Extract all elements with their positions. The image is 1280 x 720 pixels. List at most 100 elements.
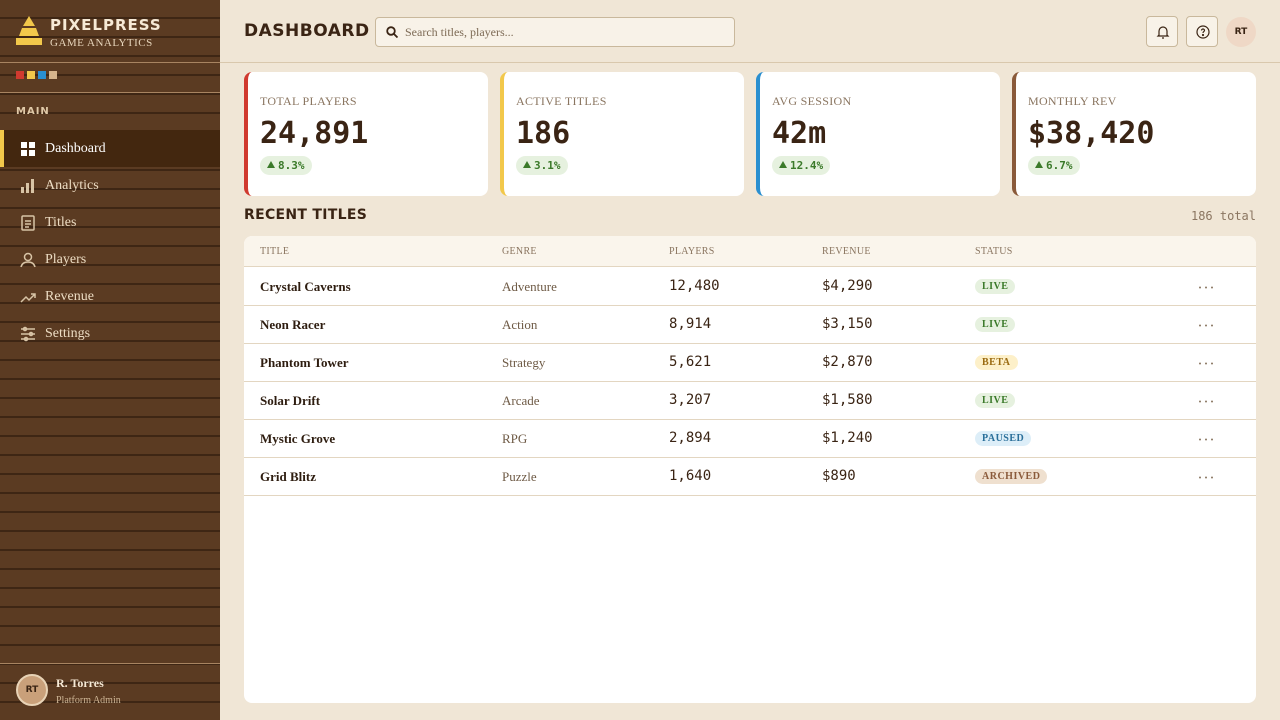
nav-label: Dashboard — [45, 140, 106, 156]
brand-name: PIXELPRESS — [50, 16, 162, 34]
page-title: DASHBOARD — [244, 21, 370, 41]
titles-table: TITLE GENRE PLAYERS REVENUE STATUS Crystal C… — [244, 236, 1256, 703]
stat-change: 3.1% — [516, 156, 568, 175]
section-count: 186 total — [1190, 209, 1256, 223]
nav-item[interactable]: Analytics — [0, 167, 220, 204]
nav-label: Players — [45, 251, 87, 267]
stat-value: $38,420 — [1028, 116, 1155, 151]
status-badge: BETA — [975, 355, 1018, 370]
stat-card: ACTIVE TITLES 186 3.1% — [500, 72, 744, 196]
user-avatar: RT — [16, 674, 48, 706]
genre-cell: RPG — [502, 431, 528, 446]
title-cell: Mystic Grove — [260, 431, 336, 446]
user-role: Platform Admin — [56, 695, 121, 706]
title-cell: Solar Drift — [260, 393, 321, 408]
brand: PIXELPRESS GAME ANALYTICS — [16, 14, 161, 51]
stat-value: 42m — [772, 116, 827, 151]
stat-change: 8.3% — [260, 156, 312, 175]
players-cell: 12,480 — [669, 278, 720, 294]
players-cell: 8,914 — [669, 316, 712, 332]
logo — [16, 16, 42, 45]
stat-change: 6.7% — [1028, 156, 1080, 175]
stat-card: TOTAL PLAYERS 24,891 8.3% — [244, 72, 488, 196]
players-cell: 1,640 — [669, 468, 712, 484]
players-cell: 3,207 — [669, 392, 712, 408]
nav-item[interactable]: Titles — [0, 204, 220, 241]
revenue-cell: $1,240 — [822, 430, 873, 446]
stat-change: 12.4% — [772, 156, 831, 175]
table-row[interactable]: Phantom Tower Strategy 5,621 $2,870 BETA — [244, 344, 1256, 382]
stat-label: MONTHLY REV — [1028, 94, 1117, 108]
divider — [0, 92, 220, 93]
revenue-cell: $4,290 — [822, 278, 873, 294]
nav-section: MAIN — [16, 106, 50, 117]
genre-cell: Adventure — [502, 279, 557, 294]
row-menu[interactable] — [1198, 362, 1214, 365]
help-button[interactable] — [1186, 16, 1218, 47]
search-input[interactable]: Search titles, players... — [375, 17, 735, 47]
table-row[interactable]: Grid Blitz Puzzle 1,640 $890 ARCHIVED — [244, 458, 1256, 496]
title-cell: Grid Blitz — [260, 469, 316, 484]
avatar-button[interactable]: RT — [1226, 17, 1256, 47]
genre-cell: Action — [502, 317, 538, 332]
swatch — [38, 71, 46, 79]
divider — [0, 62, 220, 63]
row-menu[interactable] — [1198, 324, 1214, 327]
status-badge: LIVE — [975, 317, 1016, 332]
table-row[interactable]: Crystal Caverns Adventure 12,480 $4,290 LIVE — [244, 268, 1256, 306]
notifications-button[interactable] — [1146, 16, 1178, 47]
row-menu[interactable] — [1198, 400, 1214, 403]
stat-value: 186 — [516, 116, 571, 151]
stat-label: TOTAL PLAYERS — [260, 94, 357, 108]
revenue-cell: $890 — [822, 468, 856, 484]
column-header: PLAYERS — [669, 246, 715, 257]
genre-cell: Puzzle — [502, 469, 537, 484]
nav-item[interactable]: Players — [0, 241, 220, 278]
topbar: DASHBOARD Search titles, players... RT — [220, 0, 1280, 63]
nav-item[interactable]: Revenue — [0, 278, 220, 315]
revenue-cell: $2,870 — [822, 354, 873, 370]
revenue-cell: $3,150 — [822, 316, 873, 332]
nav-label: Revenue — [45, 288, 94, 304]
column-header: GENRE — [502, 246, 537, 257]
section-title: RECENT TITLES — [244, 207, 368, 223]
status-badge: PAUSED — [975, 431, 1032, 446]
brand-tagline: GAME ANALYTICS — [50, 37, 153, 49]
search-placeholder: Search titles, players... — [405, 25, 514, 39]
stat-value: 24,891 — [260, 116, 369, 151]
table-row[interactable]: Neon Racer Action 8,914 $3,150 LIVE — [244, 306, 1256, 344]
table-row[interactable]: Mystic Grove RPG 2,894 $1,240 PAUSED — [244, 420, 1256, 458]
stat-label: ACTIVE TITLES — [516, 94, 607, 108]
nav-item[interactable]: Dashboard — [0, 130, 220, 167]
table-row[interactable]: Solar Drift Arcade 3,207 $1,580 LIVE — [244, 382, 1256, 420]
title-cell: Phantom Tower — [260, 355, 349, 370]
row-menu[interactable] — [1198, 286, 1214, 289]
user: RT R. Torres Platform Admin — [16, 674, 121, 706]
swatch — [27, 71, 35, 79]
column-header: REVENUE — [822, 246, 871, 257]
status-badge: LIVE — [975, 279, 1016, 294]
genre-cell: Strategy — [502, 355, 546, 370]
status-badge: ARCHIVED — [975, 469, 1048, 484]
stat-label: AVG SESSION — [772, 94, 852, 108]
row-menu[interactable] — [1198, 476, 1214, 479]
nav-item[interactable]: Settings — [0, 315, 220, 352]
players-cell: 5,621 — [669, 354, 712, 370]
column-header: TITLE — [260, 246, 290, 257]
swatch — [16, 71, 24, 79]
table-header: TITLE GENRE PLAYERS REVENUE STATUS — [244, 236, 1256, 267]
stat-card: MONTHLY REV $38,420 6.7% — [1012, 72, 1256, 196]
nav-label: Settings — [45, 325, 91, 341]
divider — [0, 663, 220, 664]
nav-label: Analytics — [45, 177, 99, 193]
title-cell: Neon Racer — [260, 317, 326, 332]
status-badge: LIVE — [975, 393, 1016, 408]
genre-cell: Arcade — [502, 393, 540, 408]
swatch — [49, 71, 57, 79]
title-cell: Crystal Caverns — [260, 279, 351, 294]
nav-label: Titles — [45, 214, 77, 230]
row-menu[interactable] — [1198, 438, 1214, 441]
players-cell: 2,894 — [669, 430, 712, 446]
user-name: R. Torres — [56, 676, 104, 690]
revenue-cell: $1,580 — [822, 392, 873, 408]
